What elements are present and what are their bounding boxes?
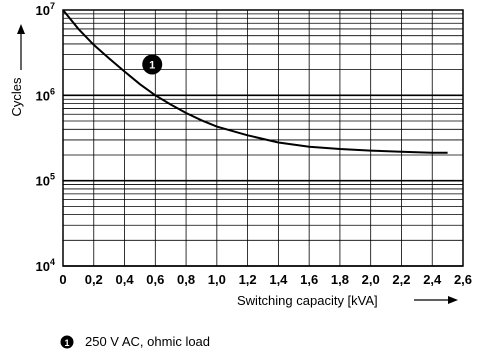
legend-marker [60,335,74,349]
legend-marker-label: 1 [64,338,69,348]
x-axis-title-group: Switching capacity [kVA] [237,293,458,308]
x-tick-label: 1,8 [331,272,349,287]
x-axis-title: Switching capacity [kVA] [237,293,378,308]
x-tick-label: 2,2 [392,272,410,287]
x-tick-label: 1,4 [269,272,288,287]
y-tick-label: 107 [36,1,55,18]
x-tick-label: 0,2 [85,272,103,287]
y-axis-arrow-head [17,24,25,34]
y-axis-ticks: 104 105 106 107 [36,1,55,274]
plot-frame [62,9,464,267]
legend: 1 250 V AC, ohmic load [60,334,210,349]
x-axis-ticks: 0 0,2 0,4 0,6 0,8 1,0 1,2 1,4 1,6 1,8 2,0 2,2 2,4 2,6 [59,272,472,287]
annotations: 1 [142,54,163,75]
x-axis-arrow-head [448,296,458,304]
x-tick-label: 0 [59,272,66,287]
annotation-marker [142,54,163,75]
x-tick-label: 2,4 [423,272,442,287]
annotation-marker-label: 1 [149,59,155,71]
x-tick-label: 0,8 [177,272,195,287]
y-tick-label: 104 [36,257,55,274]
x-tick-label: 2,0 [362,272,380,287]
y-tick-label: 106 [36,86,55,103]
x-tick-label: 1,6 [300,272,318,287]
y-axis-title: Cycles [9,77,24,117]
x-tick-label: 2,6 [454,272,472,287]
x-tick-label: 0,6 [146,272,164,287]
y-axis-title-group: Cycles [9,24,25,117]
legend-entry: 250 V AC, ohmic load [85,334,210,349]
x-tick-label: 0,4 [115,272,134,287]
series-line [62,9,448,154]
y-tick-label: 105 [36,172,55,189]
x-tick-label: 1,2 [239,272,257,287]
x-tick-label: 1,0 [208,272,226,287]
